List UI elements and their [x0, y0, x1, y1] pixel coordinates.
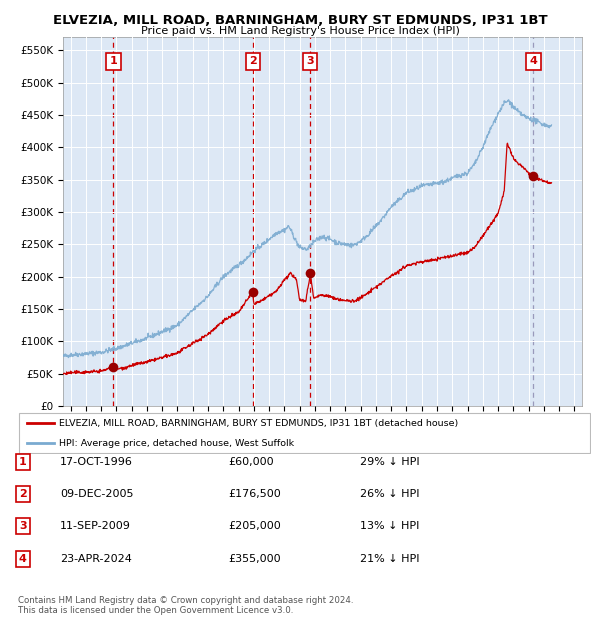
- Text: 1: 1: [19, 457, 26, 467]
- Text: £176,500: £176,500: [228, 489, 281, 499]
- Text: Price paid vs. HM Land Registry's House Price Index (HPI): Price paid vs. HM Land Registry's House …: [140, 26, 460, 36]
- Text: 4: 4: [19, 554, 27, 564]
- Text: 2: 2: [249, 56, 257, 66]
- Text: 11-SEP-2009: 11-SEP-2009: [60, 521, 131, 531]
- Text: ELVEZIA, MILL ROAD, BARNINGHAM, BURY ST EDMUNDS, IP31 1BT: ELVEZIA, MILL ROAD, BARNINGHAM, BURY ST …: [53, 14, 547, 27]
- Text: 1: 1: [109, 56, 117, 66]
- Text: 4: 4: [529, 56, 537, 66]
- Text: £205,000: £205,000: [228, 521, 281, 531]
- Text: £60,000: £60,000: [228, 457, 274, 467]
- Text: 3: 3: [19, 521, 26, 531]
- Text: 13% ↓ HPI: 13% ↓ HPI: [360, 521, 419, 531]
- Text: 21% ↓ HPI: 21% ↓ HPI: [360, 554, 419, 564]
- FancyBboxPatch shape: [19, 412, 590, 453]
- Text: 29% ↓ HPI: 29% ↓ HPI: [360, 457, 419, 467]
- Text: 3: 3: [307, 56, 314, 66]
- Text: 26% ↓ HPI: 26% ↓ HPI: [360, 489, 419, 499]
- Text: 17-OCT-1996: 17-OCT-1996: [60, 457, 133, 467]
- Text: ELVEZIA, MILL ROAD, BARNINGHAM, BURY ST EDMUNDS, IP31 1BT (detached house): ELVEZIA, MILL ROAD, BARNINGHAM, BURY ST …: [59, 418, 458, 428]
- Text: HPI: Average price, detached house, West Suffolk: HPI: Average price, detached house, West…: [59, 439, 295, 448]
- Text: 09-DEC-2005: 09-DEC-2005: [60, 489, 133, 499]
- Text: 23-APR-2024: 23-APR-2024: [60, 554, 132, 564]
- Text: Contains HM Land Registry data © Crown copyright and database right 2024.
This d: Contains HM Land Registry data © Crown c…: [18, 596, 353, 615]
- Text: £355,000: £355,000: [228, 554, 281, 564]
- Text: 2: 2: [19, 489, 26, 499]
